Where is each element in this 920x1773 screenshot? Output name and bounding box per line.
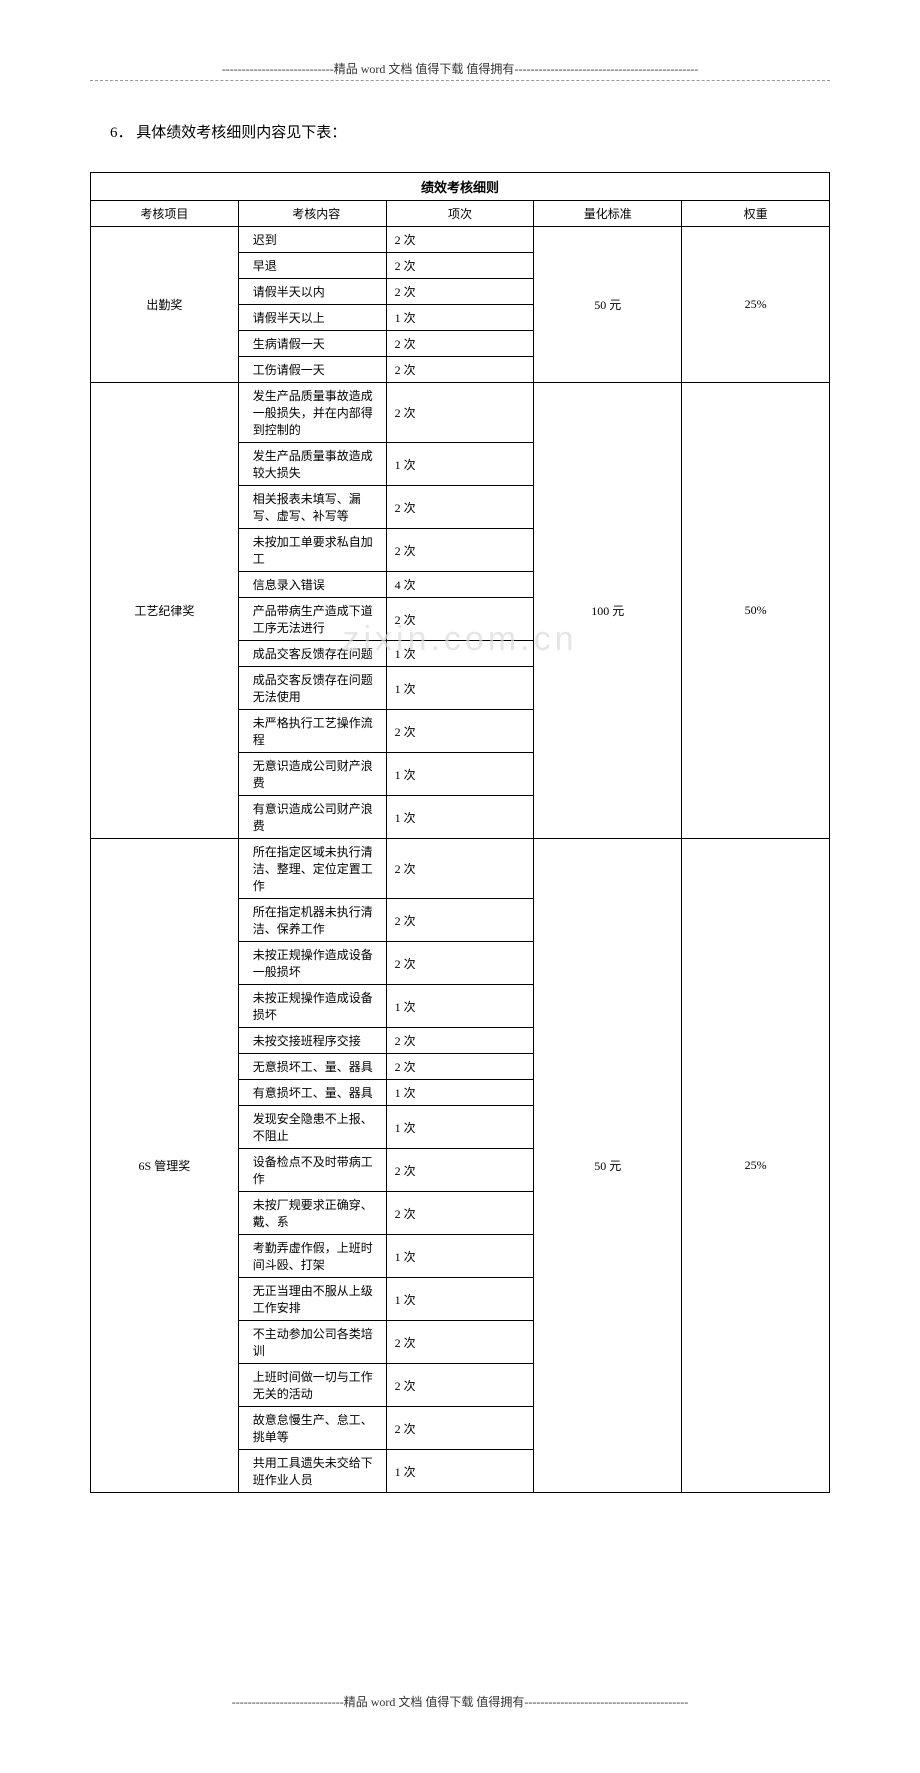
count-cell: 2 次 [386, 383, 534, 443]
content-cell: 所在指定机器未执行清洁、保养工作 [238, 899, 386, 942]
count-cell: 2 次 [386, 227, 534, 253]
table-row: 工艺纪律奖发生产品质量事故造成一般损失，并在内部得到控制的2 次100 元50% [91, 383, 830, 443]
content-cell: 迟到 [238, 227, 386, 253]
content-cell: 无意识造成公司财产浪费 [238, 753, 386, 796]
assessment-table: 绩效考核细则考核项目考核内容项次量化标准权重出勤奖迟到2 次50 元25%早退2… [90, 172, 830, 1493]
count-cell: 2 次 [386, 1054, 534, 1080]
count-cell: 1 次 [386, 796, 534, 839]
standard-cell: 100 元 [534, 383, 682, 839]
count-cell: 1 次 [386, 667, 534, 710]
weight-cell: 25% [682, 227, 830, 383]
table-header-weight: 权重 [682, 201, 830, 227]
count-cell: 1 次 [386, 641, 534, 667]
count-cell: 2 次 [386, 1149, 534, 1192]
section-title: 6． 具体绩效考核细则内容见下表： [110, 121, 810, 142]
count-cell: 2 次 [386, 486, 534, 529]
content-cell: 工伤请假一天 [238, 357, 386, 383]
content-cell: 发生产品质量事故造成较大损失 [238, 443, 386, 486]
count-cell: 1 次 [386, 1450, 534, 1493]
content-cell: 故意怠慢生产、怠工、挑单等 [238, 1407, 386, 1450]
standard-cell: 50 元 [534, 839, 682, 1493]
count-cell: 1 次 [386, 1080, 534, 1106]
content-cell: 产品带病生产造成下道工序无法进行 [238, 598, 386, 641]
count-cell: 1 次 [386, 443, 534, 486]
table-caption-row: 绩效考核细则 [91, 173, 830, 201]
footer-line: ----------------------------精品 word 文档 值… [90, 1693, 830, 1710]
content-cell: 不主动参加公司各类培训 [238, 1321, 386, 1364]
content-cell: 共用工具遗失未交给下班作业人员 [238, 1450, 386, 1493]
count-cell: 4 次 [386, 572, 534, 598]
content-cell: 相关报表未填写、漏写、虚写、补写等 [238, 486, 386, 529]
header-line: ----------------------------精品 word 文档 值… [90, 60, 830, 77]
count-cell: 2 次 [386, 839, 534, 899]
content-cell: 未按交接班程序交接 [238, 1028, 386, 1054]
count-cell: 2 次 [386, 899, 534, 942]
project-cell: 出勤奖 [91, 227, 239, 383]
count-cell: 2 次 [386, 1364, 534, 1407]
table-caption: 绩效考核细则 [91, 173, 830, 201]
weight-cell: 50% [682, 383, 830, 839]
content-cell: 成品交客反馈存在问题无法使用 [238, 667, 386, 710]
weight-cell: 25% [682, 839, 830, 1493]
content-cell: 有意识造成公司财产浪费 [238, 796, 386, 839]
content-cell: 无意损坏工、量、器具 [238, 1054, 386, 1080]
content-cell: 有意损坏工、量、器具 [238, 1080, 386, 1106]
count-cell: 2 次 [386, 279, 534, 305]
count-cell: 2 次 [386, 942, 534, 985]
count-cell: 2 次 [386, 1321, 534, 1364]
count-cell: 2 次 [386, 710, 534, 753]
table-row: 出勤奖迟到2 次50 元25% [91, 227, 830, 253]
count-cell: 2 次 [386, 1407, 534, 1450]
project-cell: 工艺纪律奖 [91, 383, 239, 839]
count-cell: 1 次 [386, 305, 534, 331]
count-cell: 2 次 [386, 598, 534, 641]
content-cell: 发现安全隐患不上报、不阻止 [238, 1106, 386, 1149]
content-cell: 信息录入错误 [238, 572, 386, 598]
content-cell: 成品交客反馈存在问题 [238, 641, 386, 667]
table-header-row: 考核项目考核内容项次量化标准权重 [91, 201, 830, 227]
content-cell: 未按正规操作造成设备一般损坏 [238, 942, 386, 985]
content-cell: 发生产品质量事故造成一般损失，并在内部得到控制的 [238, 383, 386, 443]
content-cell: 未按厂规要求正确穿、戴、系 [238, 1192, 386, 1235]
table-header-standard: 量化标准 [534, 201, 682, 227]
header-divider [90, 80, 830, 81]
count-cell: 1 次 [386, 1106, 534, 1149]
count-cell: 2 次 [386, 1192, 534, 1235]
content-cell: 上班时间做一切与工作无关的活动 [238, 1364, 386, 1407]
content-cell: 未严格执行工艺操作流程 [238, 710, 386, 753]
content-cell: 考勤弄虚作假，上班时间斗殴、打架 [238, 1235, 386, 1278]
content-cell: 生病请假一天 [238, 331, 386, 357]
content-cell: 请假半天以内 [238, 279, 386, 305]
count-cell: 2 次 [386, 253, 534, 279]
count-cell: 2 次 [386, 357, 534, 383]
table-header-content: 考核内容 [238, 201, 386, 227]
count-cell: 2 次 [386, 1028, 534, 1054]
content-cell: 早退 [238, 253, 386, 279]
content-cell: 所在指定区域未执行清洁、整理、定位定置工作 [238, 839, 386, 899]
content-cell: 无正当理由不服从上级工作安排 [238, 1278, 386, 1321]
count-cell: 1 次 [386, 753, 534, 796]
count-cell: 2 次 [386, 331, 534, 357]
content-cell: 未按正规操作造成设备损坏 [238, 985, 386, 1028]
count-cell: 2 次 [386, 529, 534, 572]
section-number: 6． [110, 125, 133, 141]
content-cell: 请假半天以上 [238, 305, 386, 331]
count-cell: 1 次 [386, 1278, 534, 1321]
table-row: 6S 管理奖所在指定区域未执行清洁、整理、定位定置工作2 次50 元25% [91, 839, 830, 899]
count-cell: 1 次 [386, 985, 534, 1028]
count-cell: 1 次 [386, 1235, 534, 1278]
content-cell: 设备检点不及时带病工作 [238, 1149, 386, 1192]
table-header-project: 考核项目 [91, 201, 239, 227]
standard-cell: 50 元 [534, 227, 682, 383]
table-header-count: 项次 [386, 201, 534, 227]
project-cell: 6S 管理奖 [91, 839, 239, 1493]
section-title-text: 具体绩效考核细则内容见下表： [136, 125, 346, 141]
content-cell: 未按加工单要求私自加工 [238, 529, 386, 572]
